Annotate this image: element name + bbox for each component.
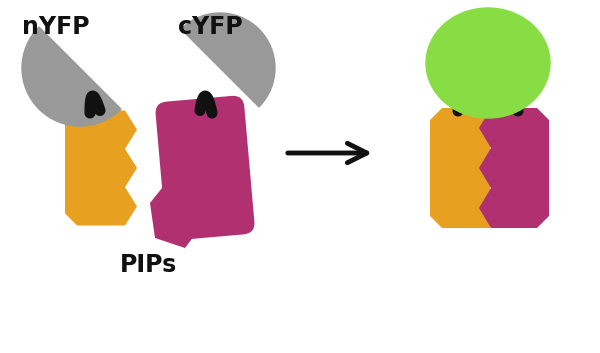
Wedge shape (22, 27, 121, 126)
FancyBboxPatch shape (155, 96, 254, 240)
Polygon shape (430, 108, 502, 228)
Text: PIPs: PIPs (119, 253, 176, 277)
Polygon shape (65, 110, 137, 226)
Ellipse shape (426, 8, 550, 118)
Text: cYFP: cYFP (178, 15, 243, 39)
Text: nYFP: nYFP (22, 15, 89, 39)
Polygon shape (150, 178, 200, 248)
Polygon shape (479, 108, 549, 228)
Wedge shape (181, 13, 275, 107)
